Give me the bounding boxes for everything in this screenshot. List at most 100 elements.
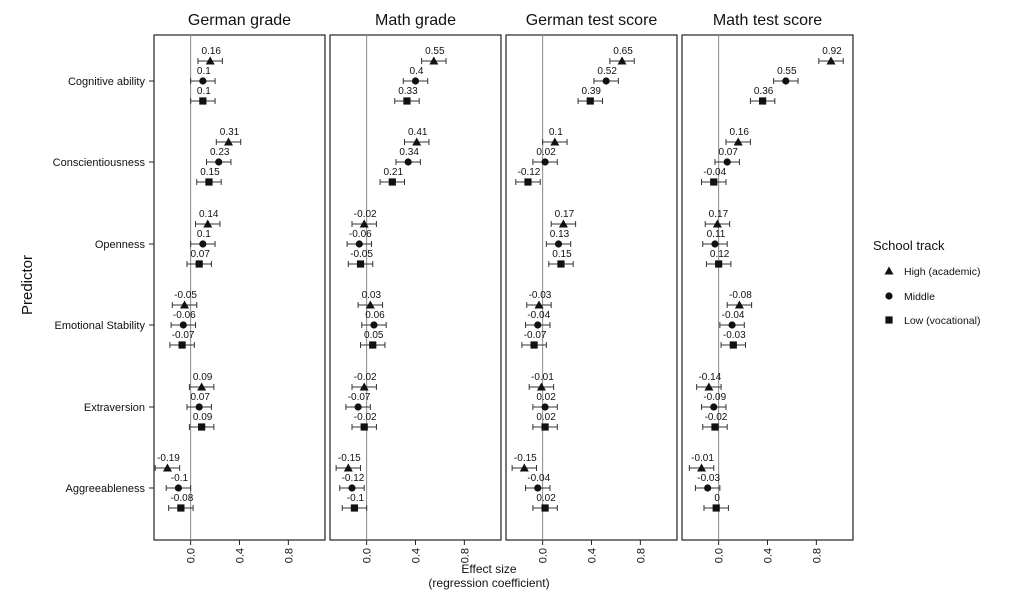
data-label: 0.12 (710, 249, 730, 260)
data-point-triangle (224, 137, 234, 146)
data-point-triangle (734, 300, 744, 309)
x-tick-label: 0.4 (411, 548, 423, 563)
predictor-label: Cognitive ability (68, 76, 146, 88)
data-point-triangle (412, 137, 422, 146)
data-label: -0.02 (354, 209, 377, 220)
data-point-square (711, 423, 719, 431)
data-point-square (388, 178, 396, 186)
data-label: 0.23 (210, 147, 230, 158)
legend-entry-label: Low (vocational) (904, 315, 980, 327)
data-label: -0.04 (527, 310, 550, 321)
data-point-square (524, 178, 532, 186)
data-point-circle (195, 403, 203, 411)
data-point-circle (215, 158, 223, 166)
data-point-circle (711, 240, 719, 248)
data-point-triangle (519, 463, 529, 472)
data-point-circle (199, 77, 207, 85)
data-point-circle (541, 403, 549, 411)
x-tick-label: 0.8 (459, 548, 471, 563)
x-tick-label: 0.0 (538, 548, 550, 563)
data-label: 0.03 (362, 290, 382, 301)
data-point-circle (534, 321, 542, 329)
data-label: -0.09 (703, 392, 726, 403)
data-point-square (360, 423, 368, 431)
x-tick-label: 0.4 (235, 548, 247, 563)
legend-entry-label: Middle (904, 291, 935, 303)
data-point-circle (355, 240, 363, 248)
data-point-triangle (359, 219, 369, 228)
data-label: 0.17 (555, 209, 575, 220)
data-label: -0.07 (172, 330, 195, 341)
data-point-triangle (162, 463, 172, 472)
data-label: 0.11 (707, 229, 726, 240)
x-axis-title-line1: Effect size (461, 562, 516, 576)
data-label: 0.65 (613, 46, 633, 57)
data-point-triangle (534, 300, 544, 309)
panel-3: German test score 0.0 0.4 0.8 0.65 0.52 0.39 0.… (505, 12, 678, 563)
data-point-square (710, 178, 718, 186)
data-label: -0.05 (350, 249, 373, 260)
data-label: 0.34 (399, 147, 419, 158)
panels-group: German grade 0.0 0.4 0.8 0.16 0.1 0.1 0.31 0.23 0… (153, 12, 854, 563)
x-tick-label: 0.0 (714, 548, 726, 563)
data-label: 0.21 (384, 167, 404, 178)
data-point-square (557, 260, 565, 268)
data-label: -0.15 (338, 453, 361, 464)
data-point-triangle (205, 56, 215, 65)
data-label: 0.1 (197, 229, 211, 240)
data-point-triangle (733, 137, 743, 146)
data-point-triangle (697, 463, 707, 472)
data-point-square (369, 341, 377, 349)
data-point-triangle (203, 219, 213, 228)
panel-frame (329, 34, 502, 541)
data-point-square (205, 178, 213, 186)
data-label: -0.01 (531, 372, 554, 383)
data-point-triangle (558, 219, 568, 228)
data-label: -0.04 (703, 167, 726, 178)
data-label: -0.08 (170, 493, 193, 504)
data-point-square (199, 97, 207, 105)
data-point-square (177, 504, 185, 512)
data-point-square (356, 260, 365, 268)
predictor-label: Aggreeableness (65, 483, 145, 495)
data-point-circle (348, 484, 356, 492)
data-label: -0.02 (354, 412, 377, 423)
data-label: 0.1 (549, 127, 563, 138)
data-label: -0.02 (354, 372, 377, 383)
panel-title: Math grade (375, 12, 456, 29)
data-label: 0.09 (193, 412, 213, 423)
panel-title: Math test score (713, 12, 822, 29)
data-label: 0.09 (193, 372, 213, 383)
panel-title: German grade (188, 12, 291, 29)
data-point-circle (354, 403, 362, 411)
data-label: 0.13 (550, 229, 570, 240)
data-label: -0.15 (514, 453, 537, 464)
data-point-square (178, 341, 186, 349)
data-label: 0.41 (408, 127, 428, 138)
data-point-square (530, 341, 538, 349)
data-point-circle (174, 484, 183, 492)
data-label: -0.03 (723, 330, 746, 341)
data-label: -0.06 (349, 229, 372, 240)
data-label: 0.55 (425, 46, 445, 57)
data-label: -0.04 (722, 310, 745, 321)
data-label: 0.17 (709, 209, 729, 220)
data-label: -0.1 (171, 473, 189, 484)
panel-frame (153, 34, 326, 541)
data-point-triangle (429, 56, 439, 65)
data-point-circle (370, 321, 378, 329)
data-point-square (350, 504, 359, 512)
data-label: 0.16 (729, 127, 749, 138)
x-tick-label: 0.4 (587, 548, 599, 563)
data-point-square (759, 97, 767, 105)
data-point-square (195, 260, 203, 268)
legend: School track High (academic) Middle Low (v… (873, 238, 980, 327)
panel-1: German grade 0.0 0.4 0.8 0.16 0.1 0.1 0.31 0.23 0… (153, 12, 326, 563)
panel-4: Math test score 0.0 0.4 0.8 0.92 0.550.36 0.16… (681, 12, 854, 563)
data-point-circle (602, 77, 610, 85)
data-point-triangle (197, 382, 207, 391)
x-tick-label: 0.8 (811, 548, 823, 563)
data-point-square (586, 97, 594, 105)
legend-marker-square (885, 316, 893, 324)
